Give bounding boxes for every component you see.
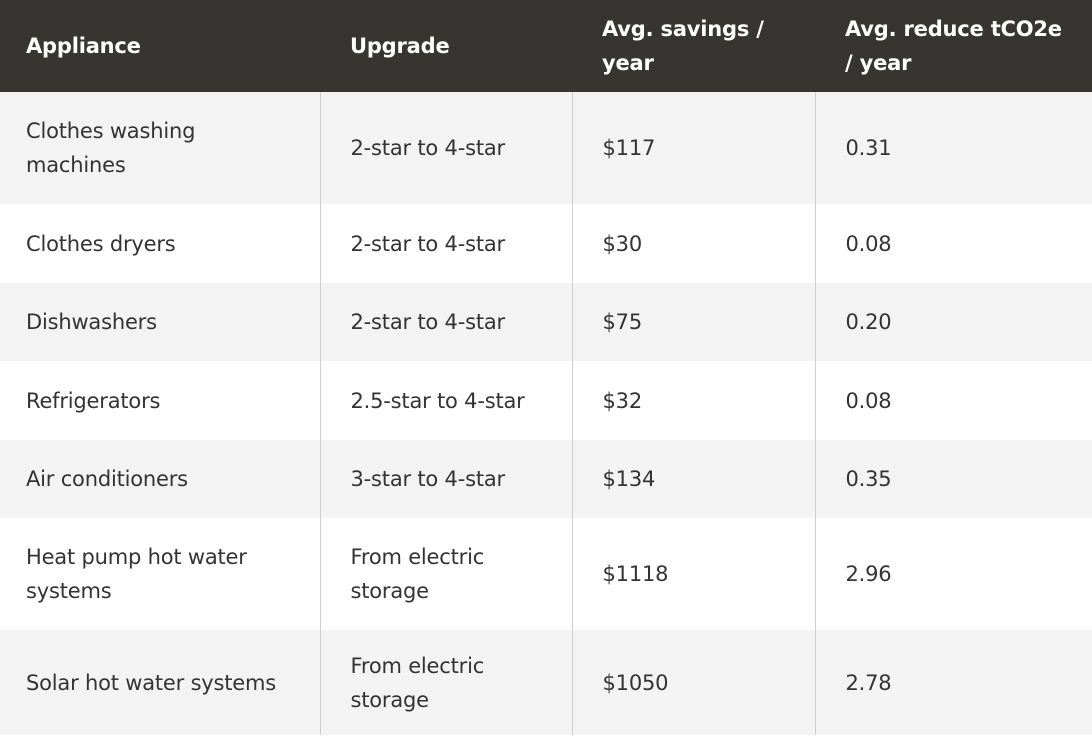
cell-reduction: 0.35	[814, 440, 1092, 518]
cell-appliance: Solar hot water systems	[26, 670, 277, 695]
table-row: Solar hot water systems From electric st…	[0, 630, 1092, 735]
header-appliance: Appliance	[26, 34, 141, 58]
header-upgrade: Upgrade	[350, 34, 450, 58]
table-row: Refrigerators 2.5-star to 4-star $32 0.0…	[0, 361, 1092, 440]
cell-appliance: Clothes dryers	[26, 231, 176, 256]
cell-upgrade: 2.5-star to 4-star	[319, 361, 572, 440]
table-row: Clothes dryers 2-star to 4-star $30 0.08	[0, 204, 1092, 283]
cell-savings: $75	[571, 283, 815, 361]
cell-savings: $32	[571, 361, 815, 440]
cell-reduction: 0.08	[814, 204, 1092, 283]
table-row: Heat pump hot water systems From electri…	[0, 518, 1092, 630]
cell-appliance: Dishwashers	[26, 310, 157, 334]
cell-savings: $1050	[571, 630, 815, 735]
cell-appliance: Air conditioners	[26, 467, 188, 491]
header-savings: Avg. savings / year	[602, 17, 764, 75]
cell-upgrade: From electric storage	[319, 518, 572, 630]
cell-savings: $117	[571, 92, 815, 204]
cell-upgrade: 3-star to 4-star	[319, 440, 572, 518]
table-row: Dishwashers 2-star to 4-star $75 0.20	[0, 283, 1092, 361]
header-row: Appliance Upgrade Avg. savings / year Av…	[0, 0, 1092, 92]
cell-appliance: Heat pump hot water systems	[26, 545, 247, 603]
cell-reduction: 0.20	[814, 283, 1092, 361]
cell-upgrade: 2-star to 4-star	[319, 283, 572, 361]
cell-upgrade: From electric storage	[319, 630, 572, 735]
cell-savings: $134	[571, 440, 815, 518]
cell-reduction: 0.08	[814, 361, 1092, 440]
table-row: Air conditioners 3-star to 4-star $134 0…	[0, 440, 1092, 518]
table-header: Appliance Upgrade Avg. savings / year Av…	[0, 0, 1092, 92]
table-row: Clothes washing machines 2-star to 4-sta…	[0, 92, 1092, 204]
cell-appliance: Clothes washing machines	[26, 119, 196, 177]
cell-appliance: Refrigerators	[26, 388, 161, 413]
cell-upgrade: 2-star to 4-star	[319, 204, 572, 283]
cell-reduction: 2.96	[814, 518, 1092, 630]
cell-reduction: 2.78	[814, 630, 1092, 735]
cell-reduction: 0.31	[814, 92, 1092, 204]
cell-upgrade: 2-star to 4-star	[319, 92, 572, 204]
cell-savings: $1118	[571, 518, 815, 630]
table-body: Clothes washing machines 2-star to 4-sta…	[0, 92, 1092, 735]
cell-savings: $30	[571, 204, 815, 283]
header-reduction: Avg. reduce tCO2e / year	[845, 17, 1062, 75]
